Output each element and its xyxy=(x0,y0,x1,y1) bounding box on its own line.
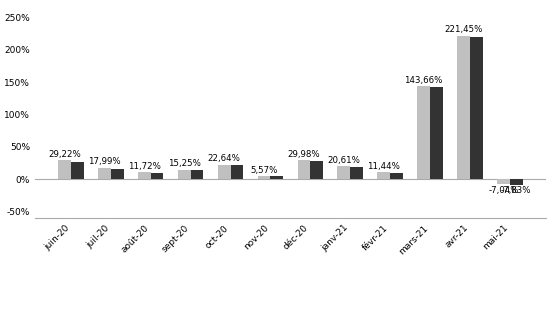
Text: 15,25%: 15,25% xyxy=(168,159,201,168)
Bar xyxy=(510,179,522,184)
Text: -7,83%: -7,83% xyxy=(501,187,531,196)
Bar xyxy=(191,170,204,179)
Bar xyxy=(298,160,310,179)
Text: 143,66%: 143,66% xyxy=(404,76,443,85)
Bar xyxy=(271,176,283,179)
Bar xyxy=(350,167,363,179)
Text: 11,44%: 11,44% xyxy=(367,162,400,171)
Bar xyxy=(71,162,84,179)
Text: 221,45%: 221,45% xyxy=(444,25,483,34)
Text: 17,99%: 17,99% xyxy=(88,158,121,167)
Bar xyxy=(218,165,230,179)
Bar xyxy=(230,165,243,179)
Text: 20,61%: 20,61% xyxy=(327,156,360,165)
Bar xyxy=(457,36,470,179)
Text: 22,64%: 22,64% xyxy=(208,154,240,163)
Bar xyxy=(58,160,71,179)
Bar xyxy=(151,173,163,179)
Bar xyxy=(138,172,151,179)
Bar xyxy=(98,168,111,179)
Bar xyxy=(390,173,403,179)
Bar xyxy=(111,169,124,179)
Text: 11,72%: 11,72% xyxy=(128,162,161,171)
Text: 29,22%: 29,22% xyxy=(48,150,81,159)
Bar xyxy=(377,172,390,179)
Bar xyxy=(338,166,350,179)
Bar xyxy=(470,37,483,179)
Text: -7,04%: -7,04% xyxy=(488,186,519,195)
Text: 5,57%: 5,57% xyxy=(250,166,278,174)
Bar xyxy=(257,176,271,179)
Legend: Valeur, Volume: Valeur, Volume xyxy=(228,309,353,312)
Bar xyxy=(497,179,510,184)
Bar xyxy=(178,169,191,179)
Bar xyxy=(417,86,430,179)
Bar xyxy=(310,161,323,179)
Bar xyxy=(430,87,443,179)
Text: 29,98%: 29,98% xyxy=(288,150,320,159)
